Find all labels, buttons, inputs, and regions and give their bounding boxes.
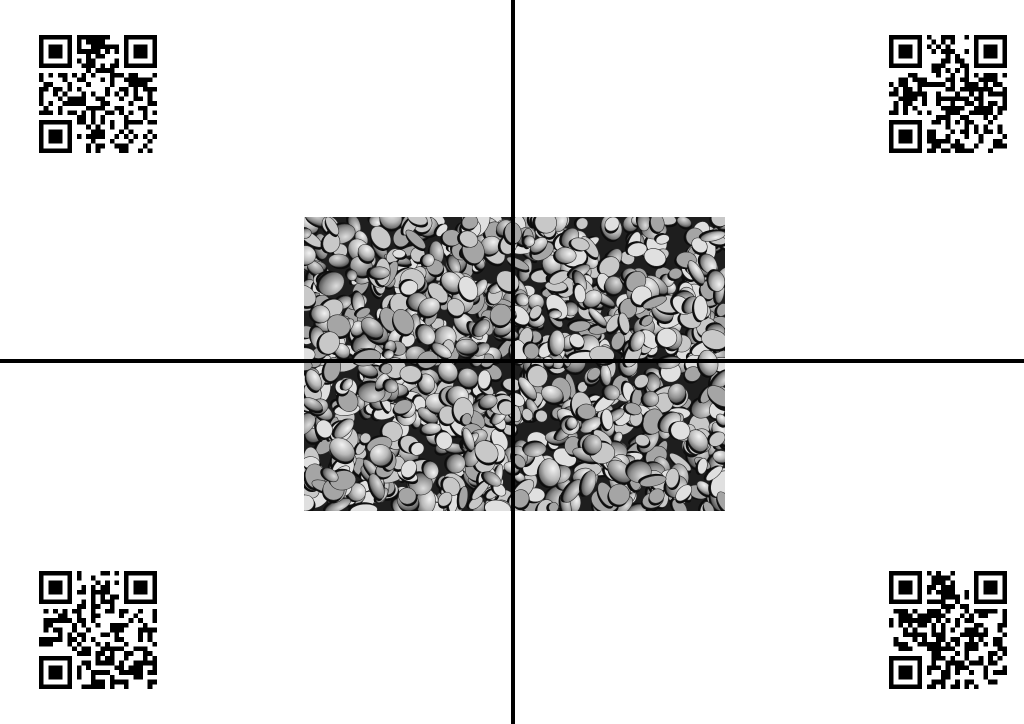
gravel-photo <box>304 217 725 511</box>
qr-code-top-right <box>889 35 1007 153</box>
qr-code-graphic <box>889 571 1007 689</box>
qr-code-top-left <box>39 35 157 153</box>
qr-code-graphic <box>39 571 157 689</box>
qr-code-graphic <box>889 35 1007 153</box>
qr-code-graphic <box>39 35 157 153</box>
gravel-stones-image <box>304 217 725 511</box>
qr-code-bottom-left <box>39 571 157 689</box>
qr-code-bottom-right <box>889 571 1007 689</box>
crosshair-horizontal-line <box>0 359 1024 363</box>
